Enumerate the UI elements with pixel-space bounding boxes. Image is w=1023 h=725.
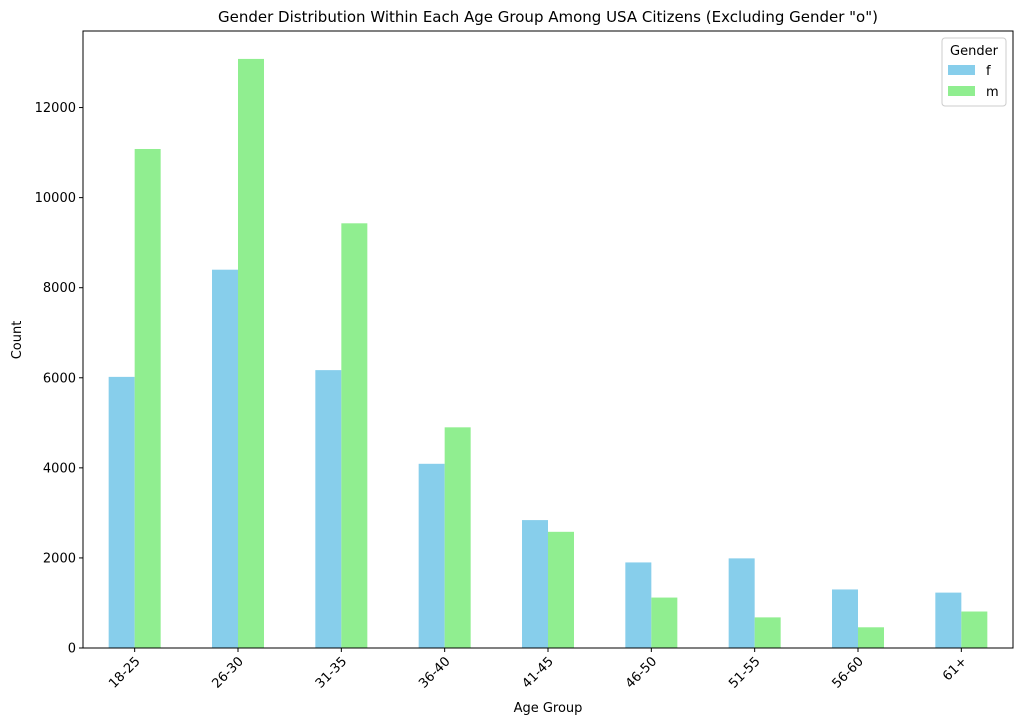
x-tick-label: 41-45 — [520, 654, 557, 691]
x-tick-label: 46-50 — [623, 654, 660, 691]
y-tick-label: 10000 — [35, 191, 76, 206]
y-tick-label: 8000 — [43, 281, 76, 296]
legend-swatch-f — [948, 65, 975, 75]
legend: Gender fm — [941, 37, 1007, 107]
bar-m-51-55 — [754, 617, 781, 648]
legend-label-m: m — [986, 85, 999, 100]
bar-f-46-50 — [625, 562, 652, 648]
y-tick-label: 4000 — [43, 461, 76, 476]
x-tick-label: 36-40 — [416, 654, 453, 691]
bar-m-41-45 — [548, 531, 574, 648]
bar-m-46-50 — [651, 597, 678, 648]
x-axis-label: Age Group — [514, 701, 583, 716]
bar-m-31-35 — [341, 223, 368, 648]
bar-m-18-25 — [134, 148, 161, 649]
bar-f-26-30 — [212, 269, 238, 648]
bar-f-31-35 — [315, 370, 342, 648]
x-tick-label: 31-35 — [313, 654, 350, 691]
bar-m-26-30 — [238, 58, 264, 649]
axes-frame — [82, 30, 1014, 649]
bar-m-36-40 — [444, 427, 471, 648]
y-tick-label: 6000 — [43, 371, 76, 386]
bar-f-51-55 — [728, 558, 755, 648]
bar-f-36-40 — [418, 463, 445, 648]
legend-title: Gender — [950, 44, 999, 59]
bar-f-41-45 — [522, 520, 548, 648]
x-tick-label: 26-30 — [210, 654, 247, 691]
bar-m-56-60 — [858, 627, 884, 648]
x-tick-label: 61+ — [940, 654, 970, 684]
y-tick-label: 2000 — [43, 551, 76, 566]
bar-f-18-25 — [108, 376, 135, 648]
plot-area: 18-25 26-30 31-35 36-40 41-45 46-50 51-55 56-60… — [35, 30, 1014, 692]
bar-m-61+ — [961, 611, 988, 648]
legend-swatch-m — [948, 86, 975, 96]
x-tick-label: 51-55 — [726, 654, 763, 691]
x-tick-label: 56-60 — [830, 654, 867, 691]
y-axis-label: Count — [10, 321, 25, 360]
bar-f-61+ — [935, 592, 962, 648]
legend-label-f: f — [986, 64, 991, 79]
x-tick-label: 18-25 — [106, 654, 143, 691]
chart-title: Gender Distribution Within Each Age Grou… — [218, 8, 878, 26]
bar-f-56-60 — [832, 589, 858, 648]
y-tick-label: 0 — [68, 642, 76, 657]
y-tick-label: 12000 — [35, 101, 76, 116]
